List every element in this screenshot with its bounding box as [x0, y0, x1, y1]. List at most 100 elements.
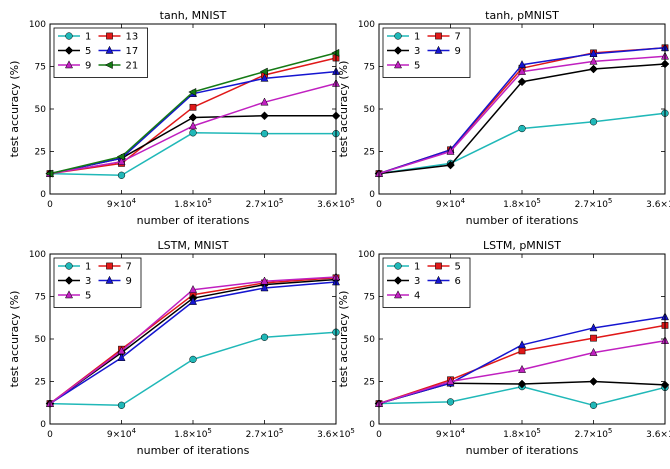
chart-1-legend-marker-5 [64, 46, 74, 55]
chart-4-series-6 [374, 312, 670, 407]
chart-4-xtick-label: 3.6×105 [646, 427, 670, 440]
chart-2-ytick-label: 100 [358, 20, 375, 30]
chart-4-legend-marker-3 [393, 276, 403, 285]
chart-1-point-1 [189, 129, 197, 137]
chart-4-point-5 [590, 334, 597, 342]
chart-2-xtick-label: 2.7×105 [575, 197, 613, 210]
chart-4-xtick-label: 9×104 [436, 427, 466, 440]
chart-2-point-3 [517, 77, 527, 87]
chart-3-title: LSTM, MNIST [158, 239, 229, 252]
chart-2-legend-label-7: 7 [455, 32, 461, 43]
chart-2-point-5 [446, 146, 455, 155]
chart-1-point-13 [189, 103, 197, 111]
chart-1-series-21 [45, 48, 340, 178]
chart-4-point-6 [589, 323, 598, 332]
chart-3-xtick-label: 1.8×105 [174, 427, 212, 440]
chart-4-ytick-label: 0 [369, 420, 375, 430]
chart-2-xtick-label: 3.6×105 [646, 197, 670, 210]
chart-4-legend-label-3: 3 [414, 276, 420, 287]
chart-2-ytick-label: 25 [364, 148, 375, 158]
chart-4-point-4 [517, 364, 527, 373]
chart-3-ytick-label: 0 [40, 420, 46, 430]
chart-3-xtick-label: 2.7×105 [246, 427, 284, 440]
chart-1-point-21 [259, 67, 268, 76]
chart-1-legend-marker-1 [65, 32, 73, 40]
chart-4-frame [378, 253, 666, 425]
chart-2-line-1 [378, 112, 666, 175]
chart-3-point-9 [260, 283, 269, 292]
chart-4-xlabel: number of iterations [466, 444, 579, 457]
chart-1-legend-marker-9 [64, 60, 74, 69]
chart-1-point-5 [260, 111, 269, 121]
chart-4-legend-marker-4 [393, 290, 403, 299]
chart-3-point-5 [117, 346, 126, 355]
chart-2-title: tanh, pMNIST [485, 9, 559, 22]
chart-1-ylabel: test accuracy (%) [8, 61, 21, 158]
chart-2-ytick-label: 0 [369, 190, 375, 200]
chart-1-line-1 [49, 132, 336, 177]
chart-4-xtick-label: 2.7×105 [575, 427, 613, 440]
chart-3-ytick-label: 75 [35, 293, 46, 303]
chart-2-ytick-label: 75 [364, 63, 375, 73]
chart-2-xtick-label: 0 [376, 200, 382, 210]
chart-4-point-4 [589, 347, 598, 356]
chart-2-ytick-label: 50 [364, 105, 376, 115]
chart-4-point-1 [589, 401, 598, 409]
chart-3-point-9 [117, 352, 126, 361]
chart-2: tanh, pMNIST number of iterations test acc… [337, 9, 670, 227]
chart-3-legend-label-3: 3 [85, 276, 91, 287]
chart-1-legend-label-5: 5 [85, 46, 91, 57]
chart-2-legend-marker-5 [393, 60, 403, 69]
chart-1-legend-marker-13 [106, 32, 113, 40]
chart-3-line-1 [49, 331, 337, 407]
chart-3-point-5 [260, 276, 269, 285]
chart-1-legend-label-9: 9 [85, 61, 91, 72]
chart-4-point-4 [446, 376, 455, 385]
chart-1-series-1 [46, 129, 340, 179]
chart-1-ytick-label: 25 [35, 148, 46, 158]
chart-1-point-9 [260, 97, 269, 106]
chart-3-ytick-label: 25 [35, 378, 46, 388]
chart-1-xlabel: number of iterations [137, 214, 250, 227]
chart-3-legend-marker-9 [105, 275, 114, 284]
chart-4-xtick-label: 1.8×105 [503, 427, 541, 440]
chart-1-point-21 [45, 169, 54, 178]
chart-2-xtick-label: 9×104 [436, 197, 466, 210]
chart-4-ytick-label: 100 [358, 250, 375, 260]
chart-3-legend: 1 7 3 9 5 [53, 257, 142, 308]
chart-4-legend-label-4: 4 [414, 291, 420, 302]
chart-3-legend-marker-1 [65, 262, 73, 270]
chart-3-ylabel: test accuracy (%) [8, 291, 21, 388]
chart-3-legend-label-7: 7 [126, 262, 132, 273]
chart-1-xtick-label: 0 [47, 200, 53, 210]
chart-1-frame [49, 23, 337, 195]
chart-4-legend-marker-5 [435, 262, 442, 270]
chart-4-point-3 [517, 379, 527, 389]
chart-3-ytick-label: 50 [35, 335, 47, 345]
chart-1-legend-label-21: 21 [126, 61, 139, 72]
chart-4-series-5 [375, 322, 669, 407]
chart-1-legend-label-17: 17 [126, 46, 139, 57]
chart-1: tanh, MNIST number of iterations test accu… [8, 9, 355, 227]
chart-1-point-5 [188, 113, 198, 122]
chart-1-legend-marker-17 [105, 45, 114, 54]
chart-1-xtick-label: 1.8×105 [174, 197, 212, 210]
chart-2-legend-marker-3 [393, 46, 403, 55]
chart-3-xtick-label: 3.6×105 [317, 427, 355, 440]
chart-4-point-1 [446, 398, 455, 406]
chart-1-point-21 [188, 87, 197, 97]
chart-2-legend-marker-1 [394, 32, 402, 40]
chart-4-legend: 1 5 3 6 4 [382, 257, 471, 308]
chart-2-xtick-label: 1.8×105 [503, 197, 541, 210]
chart-4: LSTM, pMNIST number of iterations test acc… [337, 239, 670, 457]
chart-2-point-1 [518, 124, 526, 133]
chart-2-legend-label-5: 5 [414, 61, 420, 72]
chart-3-point-1 [117, 401, 126, 409]
chart-1-title: tanh, MNIST [160, 9, 227, 22]
chart-2-legend-label-9: 9 [455, 46, 461, 57]
chart-3-point-5 [188, 284, 198, 293]
chart-2-series-1 [375, 109, 669, 178]
chart-1-point-1 [260, 130, 269, 138]
chart-2-legend-marker-9 [434, 45, 443, 54]
